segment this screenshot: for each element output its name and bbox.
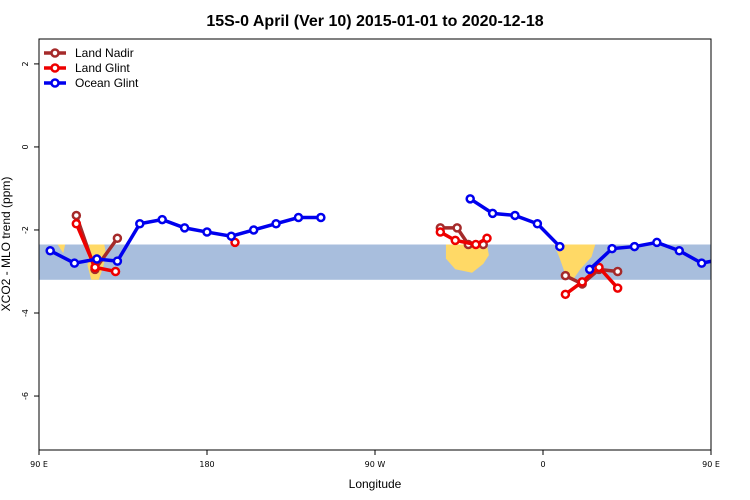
series-ocean-glint <box>45 194 748 275</box>
data-point <box>135 218 145 229</box>
x-tick-label: 90 W <box>365 460 386 469</box>
data-point <box>248 225 259 235</box>
legend-label: Land Glint <box>75 61 130 75</box>
legend-swatch-marker <box>50 48 60 58</box>
data-point <box>71 210 82 221</box>
x-axis: 90 E 180 90 W 0 90 E <box>30 450 720 469</box>
data-point <box>110 266 121 277</box>
data-point <box>316 212 326 223</box>
data-point <box>719 256 726 263</box>
data-point <box>435 227 446 237</box>
data-point <box>465 194 475 204</box>
land-mass <box>445 244 489 273</box>
data-point <box>594 262 604 273</box>
x-tick-label: 180 <box>199 460 214 469</box>
data-point <box>226 231 237 241</box>
data-point <box>745 220 750 227</box>
legend-item: Ocean Glint <box>44 76 139 90</box>
land-mass <box>554 244 596 280</box>
data-point <box>741 258 748 265</box>
legend-label: Land Nadir <box>75 46 134 60</box>
y-axis-label: XCO2 - MLO trend (ppm) <box>0 177 13 312</box>
y-tick-label: -2 <box>21 226 30 234</box>
data-point <box>90 262 100 273</box>
x-axis-label: Longitude <box>349 477 402 491</box>
data-point <box>450 235 461 246</box>
x-tick-label: 90 E <box>702 460 720 469</box>
y-tick-label: 2 <box>21 61 30 66</box>
data-point <box>112 256 123 266</box>
data-point <box>612 283 623 293</box>
legend-item: Land Glint <box>44 61 130 75</box>
land-mass <box>57 244 66 254</box>
data-point <box>202 227 212 237</box>
y-tick-label: -6 <box>21 392 30 400</box>
data-point <box>179 223 190 233</box>
legend-item: Land Nadir <box>44 46 134 60</box>
data-point <box>696 258 707 268</box>
data-point <box>612 266 623 277</box>
series-land-glint <box>71 218 750 300</box>
data-point <box>652 237 662 248</box>
chart-title: 15S-0 April (Ver 10) 2015-01-01 to 2020-… <box>206 13 543 30</box>
y-tick-label: -4 <box>21 309 30 317</box>
data-point <box>607 243 617 254</box>
data-point <box>157 214 167 225</box>
series-line <box>564 264 619 296</box>
y-axis: 2 0 -2 -4 -6 <box>21 61 39 400</box>
data-point <box>69 258 80 268</box>
data-point <box>293 212 304 223</box>
y-tick-label: 0 <box>21 144 30 149</box>
x-tick-label: 90 E <box>30 460 48 469</box>
data-point <box>674 245 685 256</box>
data-point <box>92 254 102 264</box>
data-point <box>560 289 571 300</box>
series-line <box>588 240 711 271</box>
legend-label: Ocean Glint <box>75 76 139 90</box>
series-line <box>439 230 488 247</box>
data-point <box>271 218 281 229</box>
data-point <box>510 210 520 221</box>
data-point <box>577 277 587 287</box>
data-point <box>482 233 492 244</box>
data-point <box>584 264 595 275</box>
data-point <box>471 239 481 250</box>
legend-swatch-marker <box>50 63 60 73</box>
data-point <box>45 245 55 256</box>
data-point <box>112 233 123 244</box>
series-layer <box>45 194 750 300</box>
data-point <box>532 218 543 229</box>
data-point <box>745 212 750 219</box>
legend-swatch-marker <box>50 78 60 88</box>
latitude-band <box>39 244 711 280</box>
data-point <box>71 218 82 229</box>
data-point <box>487 208 498 219</box>
x-tick-label: 0 <box>540 460 545 469</box>
data-point <box>560 270 571 281</box>
data-point <box>452 223 462 233</box>
data-point <box>629 241 640 252</box>
data-point <box>555 241 565 252</box>
